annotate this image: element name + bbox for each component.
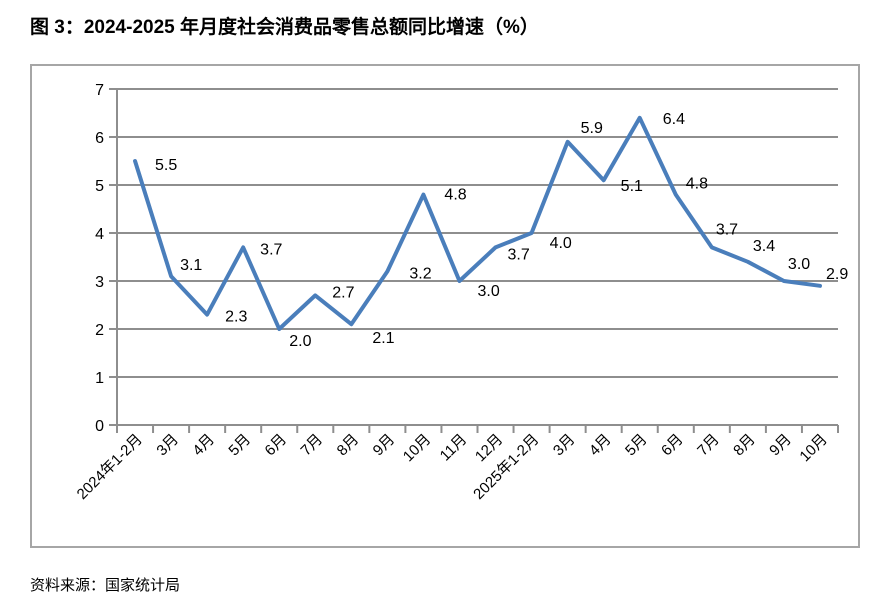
x-category-label: 4月 [586,431,615,460]
x-category-label: 10月 [796,431,830,465]
data-point-label: 3.7 [716,221,738,238]
data-point-label: 3.0 [477,283,499,300]
data-point-label: 3.1 [180,257,202,274]
figure-title: 图 3：2024-2025 年月度社会消费品零售总额同比增速（%） [30,17,539,38]
x-category-label: 4月 [189,431,218,460]
y-tick-label: 2 [95,322,104,339]
y-tick-label: 5 [95,178,104,195]
x-category-label: 5月 [225,431,254,460]
data-point-label: 5.9 [581,120,603,137]
data-point-label: 3.0 [788,256,810,273]
data-point-label: 6.4 [663,111,685,128]
x-category-label: 9月 [766,431,795,460]
x-category-label: 5月 [622,431,651,460]
data-point-label: 3.2 [409,265,431,282]
data-point-label: 3.4 [753,238,775,255]
source-note: 资料来源：国家统计局 [30,577,181,594]
data-point-label: 2.7 [332,284,354,301]
data-series-line [133,115,822,331]
data-point-label: 2.9 [826,266,848,283]
x-category-label: 2024年1-2月 [74,431,146,503]
x-category-label: 6月 [658,431,687,460]
y-tick-label: 3 [95,274,104,291]
x-category-label: 10月 [400,431,434,465]
x-category-label: 8月 [334,431,363,460]
data-point-label: 3.7 [260,241,282,258]
y-tick-label: 4 [95,226,104,243]
x-category-label: 11月 [437,431,471,465]
x-category-label: 9月 [370,431,399,460]
data-point-label: 5.1 [621,178,643,195]
data-point-label: 4.0 [550,235,572,252]
data-point-label: 2.1 [372,330,394,347]
y-tick-label: 0 [95,418,104,435]
data-point-label: 2.3 [225,309,247,326]
x-category-label: 2025年1-2月 [470,431,542,503]
y-tick-label: 7 [95,82,104,99]
x-category-label: 7月 [694,431,723,460]
x-category-label: 3月 [550,431,579,460]
x-category-label: 8月 [730,431,759,460]
x-category-label: 7月 [298,431,327,460]
data-point-label: 4.8 [686,176,708,193]
y-tick-label: 6 [95,130,104,147]
x-category-label: 6月 [262,431,291,460]
data-point-label: 5.5 [155,157,177,174]
chart-area: 0 1 2 3 4 5 6 7 2024年1-2月 3月 4月 5月 6月 7月 8月 9月 10月 11月 12月… [30,64,860,548]
data-point-label: 4.8 [444,187,466,204]
y-tick-label: 1 [95,370,104,387]
data-point-label: 2.0 [289,333,311,350]
data-point-label: 3.7 [508,246,530,263]
x-category-label: 3月 [153,431,182,460]
